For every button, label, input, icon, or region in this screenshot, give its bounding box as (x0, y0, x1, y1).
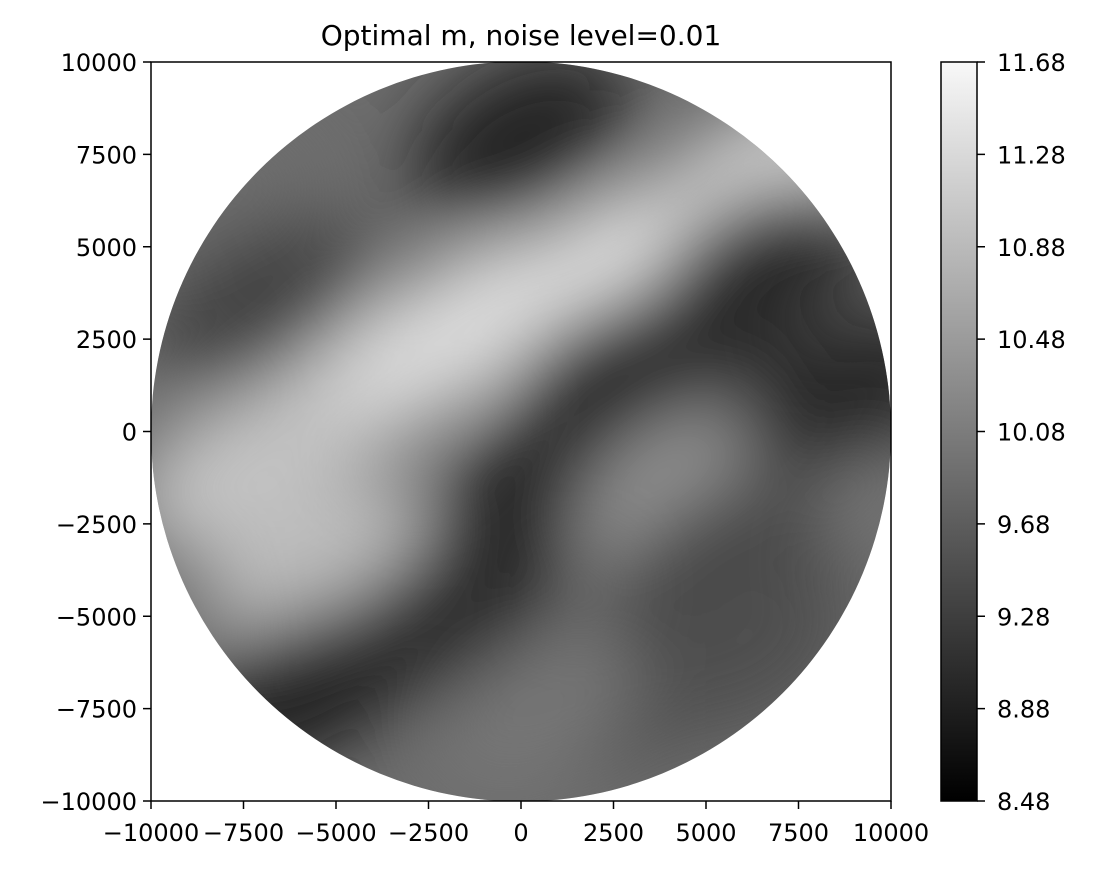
colorbar-tick-label: 10.48 (997, 326, 1066, 354)
colorbar-tick-label: 11.68 (997, 49, 1066, 77)
field-feature (151, 218, 373, 386)
colorbar-tick-label: 9.68 (997, 511, 1050, 539)
colorbar-tick-label: 10.08 (997, 419, 1066, 447)
colorbar-tick-label: 10.88 (997, 234, 1066, 262)
colorbar-tick-label: 9.28 (997, 603, 1050, 631)
field-feature (743, 310, 891, 479)
x-tick-label: 5000 (675, 819, 736, 847)
y-tick-label: 10000 (61, 49, 137, 77)
x-tick-label: 0 (513, 819, 528, 847)
colorbar-tick-label: 8.48 (997, 788, 1050, 816)
y-axis: 10000 7500 5000 2500 0 −2500 −5000 −7500 −10000 (41, 49, 151, 816)
x-tick-label: 10000 (853, 819, 929, 847)
y-tick-label: 0 (122, 419, 137, 447)
x-tick-label: −10000 (103, 819, 199, 847)
colorbar (940, 61, 978, 802)
x-tick-label: −5000 (295, 819, 376, 847)
y-tick-label: 5000 (76, 234, 137, 262)
y-tick-label: −2500 (56, 511, 137, 539)
heatmap-field (151, 61, 891, 802)
colorbar-tick-label: 8.88 (997, 696, 1050, 724)
chart-title: Optimal m, noise level=0.01 (321, 19, 722, 52)
y-tick-label: −7500 (56, 696, 137, 724)
y-tick-label: −5000 (56, 603, 137, 631)
x-axis: −10000 −7500 −5000 −2500 0 2500 5000 7500 10000 (103, 801, 929, 847)
y-tick-label: 7500 (76, 141, 137, 169)
colorbar-axis: 11.68 11.28 10.88 10.48 10.08 9.68 9.28 8.88 8.4… (977, 49, 1066, 816)
field-feature (428, 624, 651, 793)
y-tick-label: 2500 (76, 326, 137, 354)
colorbar-tick-label: 11.28 (997, 141, 1066, 169)
x-tick-label: 7500 (768, 819, 829, 847)
field-feature (410, 61, 632, 220)
x-tick-label: −2500 (388, 819, 469, 847)
x-tick-label: 2500 (583, 819, 644, 847)
y-tick-label: −10000 (41, 788, 137, 816)
x-tick-label: −7500 (203, 819, 284, 847)
